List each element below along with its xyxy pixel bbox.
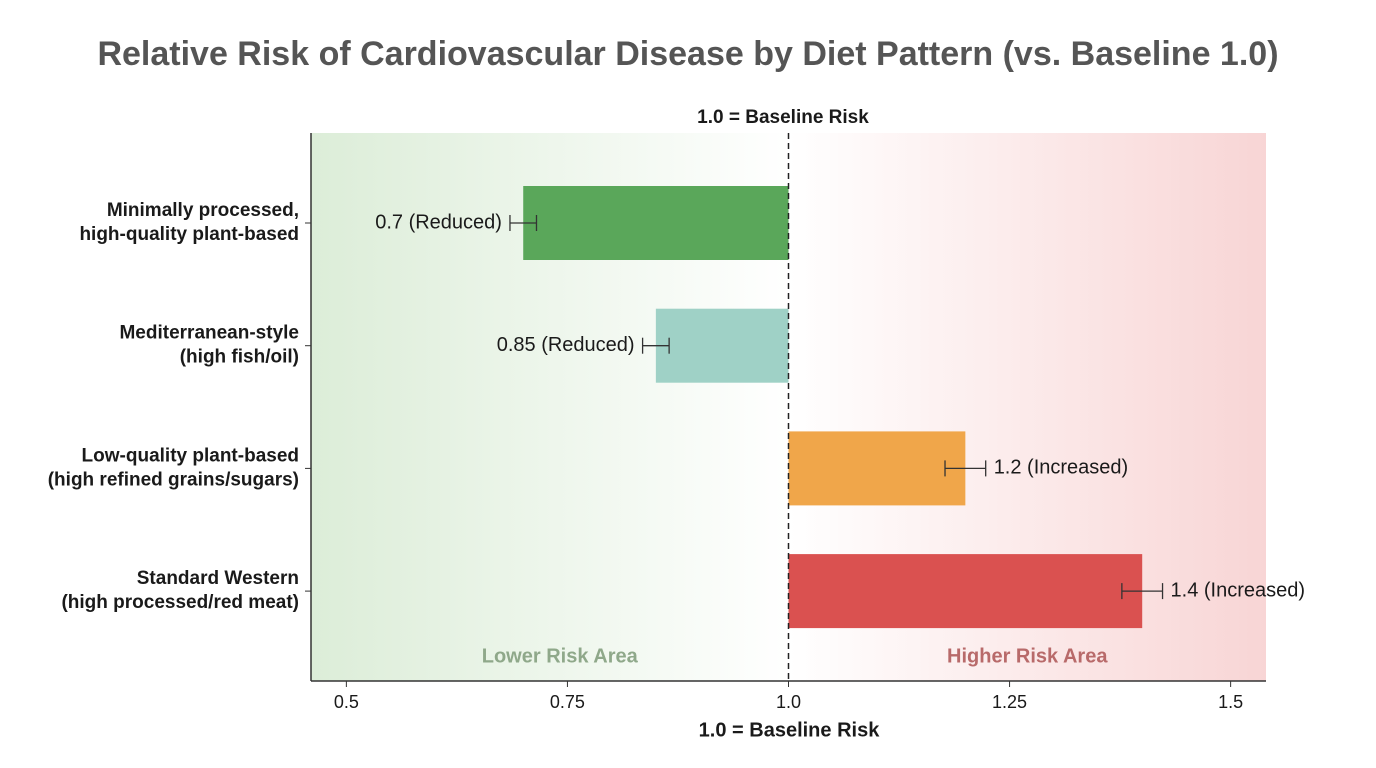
x-tick-label: 1.0: [776, 692, 801, 712]
region-label: Lower Risk Area: [482, 645, 639, 667]
chart-title: Relative Risk of Cardiovascular Disease …: [97, 35, 1278, 73]
y-tick-label: Minimally processed,: [107, 200, 299, 221]
x-tick-label: 0.5: [334, 692, 359, 712]
annotation: 1.0 = Baseline Risk: [697, 107, 869, 128]
x-tick-label: 1.5: [1218, 692, 1243, 712]
y-tick-label: Mediterranean-style: [119, 323, 299, 344]
bar: [788, 431, 966, 506]
value-label: 0.7 (Reduced): [375, 211, 502, 233]
bar: [788, 554, 1143, 629]
y-tick-label: (high fish/oil): [180, 347, 299, 368]
bar: [655, 308, 789, 383]
region-label: Higher Risk Area: [947, 645, 1108, 667]
y-tick-label: Low-quality plant-based: [82, 445, 299, 466]
x-tick-label: 0.75: [550, 692, 585, 712]
bar: [523, 186, 789, 260]
value-label: 0.85 (Reduced): [497, 334, 635, 356]
y-tick-label: Standard Western: [137, 568, 299, 589]
x-tick-label: 1.25: [992, 692, 1027, 712]
y-tick-label: (high processed/red meat): [61, 592, 299, 613]
value-label: 1.4 (Increased): [1171, 579, 1306, 601]
y-tick-label: (high refined grains/sugars): [48, 469, 299, 490]
y-tick-label: high-quality plant-based: [79, 224, 299, 245]
x-axis-label: 1.0 = Baseline Risk: [699, 719, 881, 741]
value-label: 1.2 (Increased): [994, 457, 1129, 479]
